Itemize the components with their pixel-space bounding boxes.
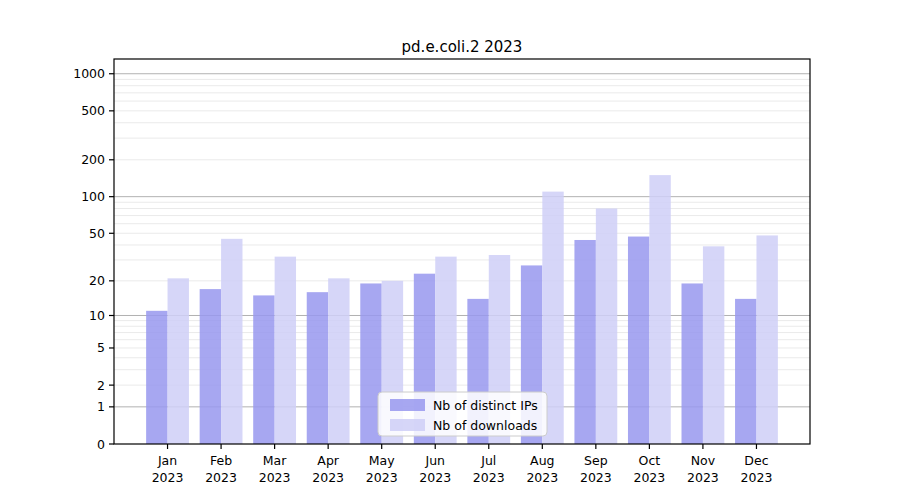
- bar-downloads-sep: [596, 208, 617, 444]
- bar-downloads-dec: [756, 235, 777, 444]
- bar-distinct-ips-apr: [307, 292, 328, 444]
- x-tick-label-month: Apr: [317, 453, 339, 468]
- y-tick-label: 2: [97, 378, 105, 393]
- bar-downloads-nov: [703, 246, 724, 444]
- bar-downloads-oct: [649, 175, 670, 444]
- x-tick-label-year: 2023: [687, 470, 719, 485]
- x-tick-label-month: Feb: [210, 453, 232, 468]
- legend-swatch-distinct-ips: [390, 399, 425, 411]
- x-tick-label-month: May: [369, 453, 395, 468]
- bar-downloads-mar: [275, 257, 296, 444]
- x-tick-label-year: 2023: [473, 470, 505, 485]
- bar-chart: pd.e.coli.2 2023 0 1 2 5 10 20 50 100 200 500 1000…: [0, 0, 900, 500]
- x-tick-label-year: 2023: [580, 470, 612, 485]
- x-tick-label-month: Nov: [691, 453, 716, 468]
- x-axis-labels: Jan 2023 Feb 2023 Mar 2023 Apr 2023 May 2023 Jun 20…: [152, 453, 773, 485]
- y-tick-label: 5: [97, 340, 105, 355]
- y-tick-label: 1000: [73, 66, 105, 81]
- y-tick-label: 200: [81, 152, 105, 167]
- bar-distinct-ips-feb: [200, 289, 221, 444]
- chart-title: pd.e.coli.2 2023: [402, 38, 523, 56]
- bar-downloads-apr: [328, 278, 349, 444]
- x-tick-label-year: 2023: [312, 470, 344, 485]
- x-tick-label-month: Oct: [639, 453, 661, 468]
- x-tick-label-year: 2023: [366, 470, 398, 485]
- legend-swatch-downloads: [390, 419, 425, 431]
- x-tick-label-year: 2023: [259, 470, 291, 485]
- y-tick-label: 500: [81, 103, 105, 118]
- bar-distinct-ips-jan: [146, 311, 167, 444]
- y-tick-label: 50: [89, 226, 105, 241]
- x-tick-label-month: Aug: [530, 453, 554, 468]
- bar-distinct-ips-oct: [628, 237, 649, 444]
- bar-downloads-jan: [168, 278, 189, 444]
- bar-distinct-ips-mar: [253, 295, 274, 444]
- legend-label-distinct-ips: Nb of distinct IPs: [433, 398, 538, 413]
- x-tick-label-month: Jan: [157, 453, 177, 468]
- bar-distinct-ips-sep: [574, 240, 595, 444]
- x-tick-label-month: Sep: [584, 453, 608, 468]
- x-tick-label-month: Mar: [263, 453, 287, 468]
- x-tick-label-year: 2023: [741, 470, 773, 485]
- bar-downloads-feb: [221, 239, 242, 444]
- x-tick-label-year: 2023: [526, 470, 558, 485]
- chart-figure: pd.e.coli.2 2023 0 1 2 5 10 20 50 100 200 500 1000…: [0, 0, 900, 500]
- y-tick-label: 20: [89, 273, 105, 288]
- x-tick-label-year: 2023: [205, 470, 237, 485]
- x-tick-label-year: 2023: [419, 470, 451, 485]
- y-tick-label: 10: [89, 308, 105, 323]
- x-tick-label-month: Dec: [744, 453, 768, 468]
- y-tick-label: 100: [81, 189, 105, 204]
- x-tick-label-month: Jul: [480, 453, 496, 468]
- bar-distinct-ips-dec: [735, 299, 756, 444]
- y-tick-label: 1: [97, 399, 105, 414]
- y-axis-labels: 0 1 2 5 10 20 50 100 200 500 1000: [73, 66, 105, 451]
- bar-distinct-ips-nov: [682, 283, 703, 444]
- x-tick-label-year: 2023: [633, 470, 665, 485]
- x-tick-label-month: Jun: [424, 453, 445, 468]
- legend-label-downloads: Nb of downloads: [433, 418, 537, 433]
- legend: Nb of distinct IPs Nb of downloads: [378, 392, 547, 436]
- x-tick-label-year: 2023: [152, 470, 184, 485]
- y-tick-label: 0: [97, 437, 105, 452]
